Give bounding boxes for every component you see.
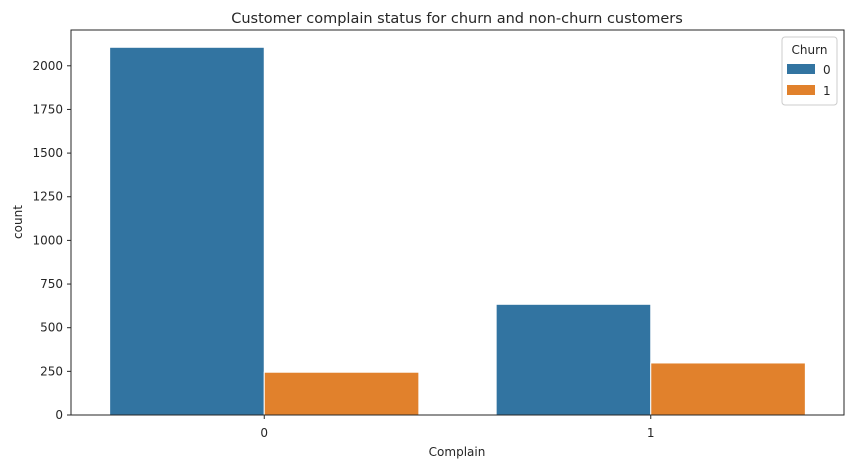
legend: Churn 0 1 bbox=[781, 36, 838, 106]
y-tick-label: 1500 bbox=[32, 146, 63, 160]
bar-churn-1-complain-0 bbox=[263, 371, 420, 416]
y-tick-label: 1250 bbox=[32, 190, 63, 204]
legend-label-0: 0 bbox=[823, 63, 831, 77]
bar-churn-1-complain-1 bbox=[650, 362, 806, 416]
y-tick-label: 500 bbox=[40, 321, 63, 335]
legend-swatch-1 bbox=[787, 85, 815, 95]
x-tick-label: 1 bbox=[647, 426, 655, 440]
bar-churn-0-complain-1 bbox=[495, 303, 652, 416]
y-tick-label: 750 bbox=[40, 277, 63, 291]
y-tick-label: 1000 bbox=[32, 233, 63, 247]
y-tick-label: 1750 bbox=[32, 102, 63, 116]
bars-layer bbox=[109, 46, 806, 416]
y-axis-ticks: 0 250 500 750 1000 1250 1500 1750 2000 bbox=[32, 59, 71, 422]
y-tick-label: 0 bbox=[55, 408, 63, 422]
y-tick-label: 250 bbox=[40, 364, 63, 378]
legend-title: Churn bbox=[792, 43, 828, 57]
x-axis-label: Complain bbox=[429, 445, 486, 459]
chart-title: Customer complain status for churn and n… bbox=[231, 11, 683, 27]
legend-label-1: 1 bbox=[823, 84, 831, 98]
bar-churn-0-complain-0 bbox=[109, 46, 265, 416]
plot-frame bbox=[70, 29, 845, 416]
x-tick-label: 0 bbox=[260, 426, 268, 440]
legend-swatch-0 bbox=[787, 64, 815, 74]
y-axis-label: count bbox=[11, 205, 25, 239]
y-tick-label: 2000 bbox=[32, 59, 63, 73]
